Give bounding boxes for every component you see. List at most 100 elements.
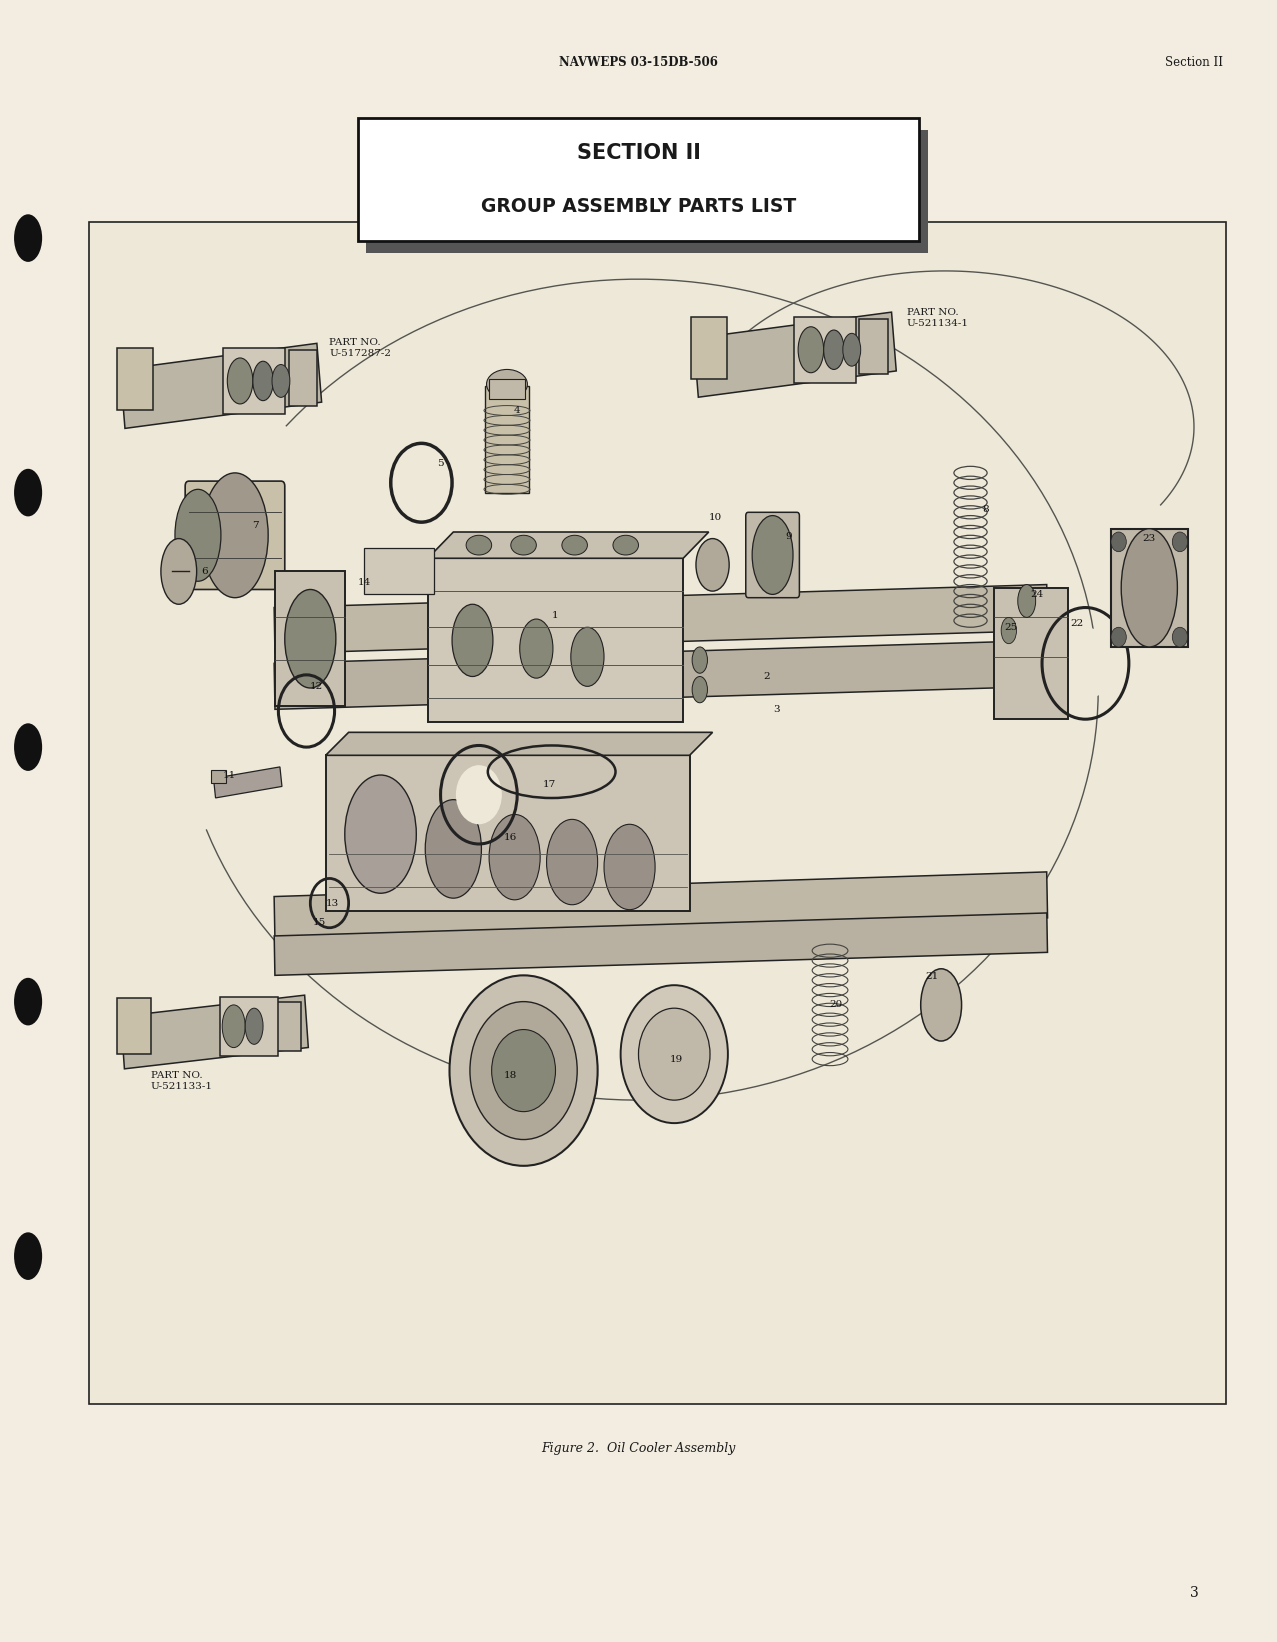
- Ellipse shape: [450, 975, 598, 1166]
- Ellipse shape: [1001, 617, 1016, 644]
- Text: 9: 9: [785, 532, 793, 542]
- Text: 4: 4: [513, 406, 521, 415]
- Text: 22: 22: [1070, 619, 1083, 629]
- Bar: [276, 1002, 301, 1051]
- Bar: [485, 386, 529, 493]
- Ellipse shape: [571, 627, 604, 686]
- Text: 21: 21: [926, 972, 939, 982]
- Bar: [691, 317, 727, 379]
- Ellipse shape: [1172, 627, 1188, 647]
- Ellipse shape: [470, 1002, 577, 1140]
- Text: 10: 10: [709, 512, 722, 522]
- Ellipse shape: [1172, 532, 1188, 552]
- Polygon shape: [275, 640, 1047, 709]
- Ellipse shape: [1057, 627, 1114, 699]
- Text: 3: 3: [1190, 1586, 1198, 1599]
- Text: 7: 7: [252, 521, 259, 530]
- Text: 17: 17: [543, 780, 555, 790]
- Bar: [1111, 529, 1188, 647]
- Text: PART NO.
U-517287-2: PART NO. U-517287-2: [329, 338, 392, 358]
- Bar: [211, 770, 226, 783]
- Ellipse shape: [562, 535, 587, 555]
- Bar: [358, 118, 919, 241]
- Ellipse shape: [696, 539, 729, 591]
- Ellipse shape: [921, 969, 962, 1041]
- Ellipse shape: [1111, 532, 1126, 552]
- Ellipse shape: [613, 535, 638, 555]
- Ellipse shape: [14, 470, 42, 516]
- Polygon shape: [428, 532, 709, 558]
- Text: 14: 14: [358, 578, 370, 588]
- Ellipse shape: [222, 1005, 245, 1048]
- Bar: [289, 350, 317, 406]
- Polygon shape: [275, 872, 1047, 943]
- Polygon shape: [213, 767, 282, 798]
- Text: 12: 12: [310, 681, 323, 691]
- Text: 11: 11: [223, 770, 236, 780]
- FancyBboxPatch shape: [185, 481, 285, 589]
- Bar: [859, 319, 888, 374]
- Polygon shape: [326, 732, 713, 755]
- Text: 18: 18: [504, 1071, 517, 1080]
- Ellipse shape: [14, 1232, 42, 1281]
- Text: 1: 1: [552, 611, 559, 621]
- Text: PART NO.
U-521133-1: PART NO. U-521133-1: [151, 1071, 213, 1090]
- Ellipse shape: [638, 1008, 710, 1100]
- Text: Figure 2.  Oil Cooler Assembly: Figure 2. Oil Cooler Assembly: [541, 1442, 736, 1455]
- Polygon shape: [121, 995, 308, 1069]
- Text: NAVWEPS 03-15DB-506: NAVWEPS 03-15DB-506: [559, 56, 718, 69]
- Text: 3: 3: [773, 704, 780, 714]
- Polygon shape: [275, 913, 1047, 975]
- FancyBboxPatch shape: [746, 512, 799, 598]
- Text: 8: 8: [982, 504, 990, 514]
- Ellipse shape: [456, 765, 502, 824]
- Ellipse shape: [824, 330, 844, 369]
- Ellipse shape: [621, 985, 728, 1123]
- Polygon shape: [693, 312, 896, 397]
- Ellipse shape: [466, 535, 492, 555]
- Polygon shape: [120, 343, 322, 429]
- Text: 16: 16: [504, 832, 517, 842]
- Ellipse shape: [14, 977, 42, 1025]
- Ellipse shape: [692, 647, 707, 673]
- Text: 23: 23: [1143, 534, 1156, 544]
- Ellipse shape: [1121, 529, 1177, 647]
- Ellipse shape: [489, 814, 540, 900]
- Bar: [117, 998, 151, 1054]
- Ellipse shape: [175, 489, 221, 581]
- Text: 24: 24: [1031, 589, 1043, 599]
- Ellipse shape: [253, 361, 273, 401]
- Ellipse shape: [245, 1008, 263, 1044]
- Bar: [326, 755, 690, 911]
- Text: PART NO.
U-521134-1: PART NO. U-521134-1: [907, 309, 969, 328]
- Ellipse shape: [547, 819, 598, 905]
- Bar: [117, 348, 153, 410]
- Bar: [89, 222, 1226, 1404]
- Polygon shape: [275, 585, 1047, 654]
- Bar: [428, 558, 683, 722]
- Ellipse shape: [285, 589, 336, 688]
- Ellipse shape: [345, 775, 416, 893]
- Text: GROUP ASSEMBLY PARTS LIST: GROUP ASSEMBLY PARTS LIST: [481, 197, 796, 217]
- Ellipse shape: [14, 722, 42, 770]
- Bar: [994, 588, 1068, 719]
- Ellipse shape: [1111, 627, 1126, 647]
- Ellipse shape: [227, 358, 253, 404]
- Text: 20: 20: [830, 1000, 843, 1010]
- Text: 2: 2: [762, 672, 770, 681]
- Bar: [794, 317, 856, 383]
- Bar: [364, 548, 434, 594]
- Bar: [366, 130, 928, 253]
- Ellipse shape: [14, 215, 42, 261]
- Text: 6: 6: [200, 566, 208, 576]
- Ellipse shape: [604, 824, 655, 910]
- Ellipse shape: [487, 369, 527, 399]
- Ellipse shape: [511, 535, 536, 555]
- Bar: [223, 348, 285, 414]
- Text: 5: 5: [437, 458, 444, 468]
- Ellipse shape: [752, 516, 793, 594]
- Ellipse shape: [202, 473, 268, 598]
- Ellipse shape: [843, 333, 861, 366]
- Text: 15: 15: [313, 918, 326, 928]
- Ellipse shape: [425, 800, 481, 898]
